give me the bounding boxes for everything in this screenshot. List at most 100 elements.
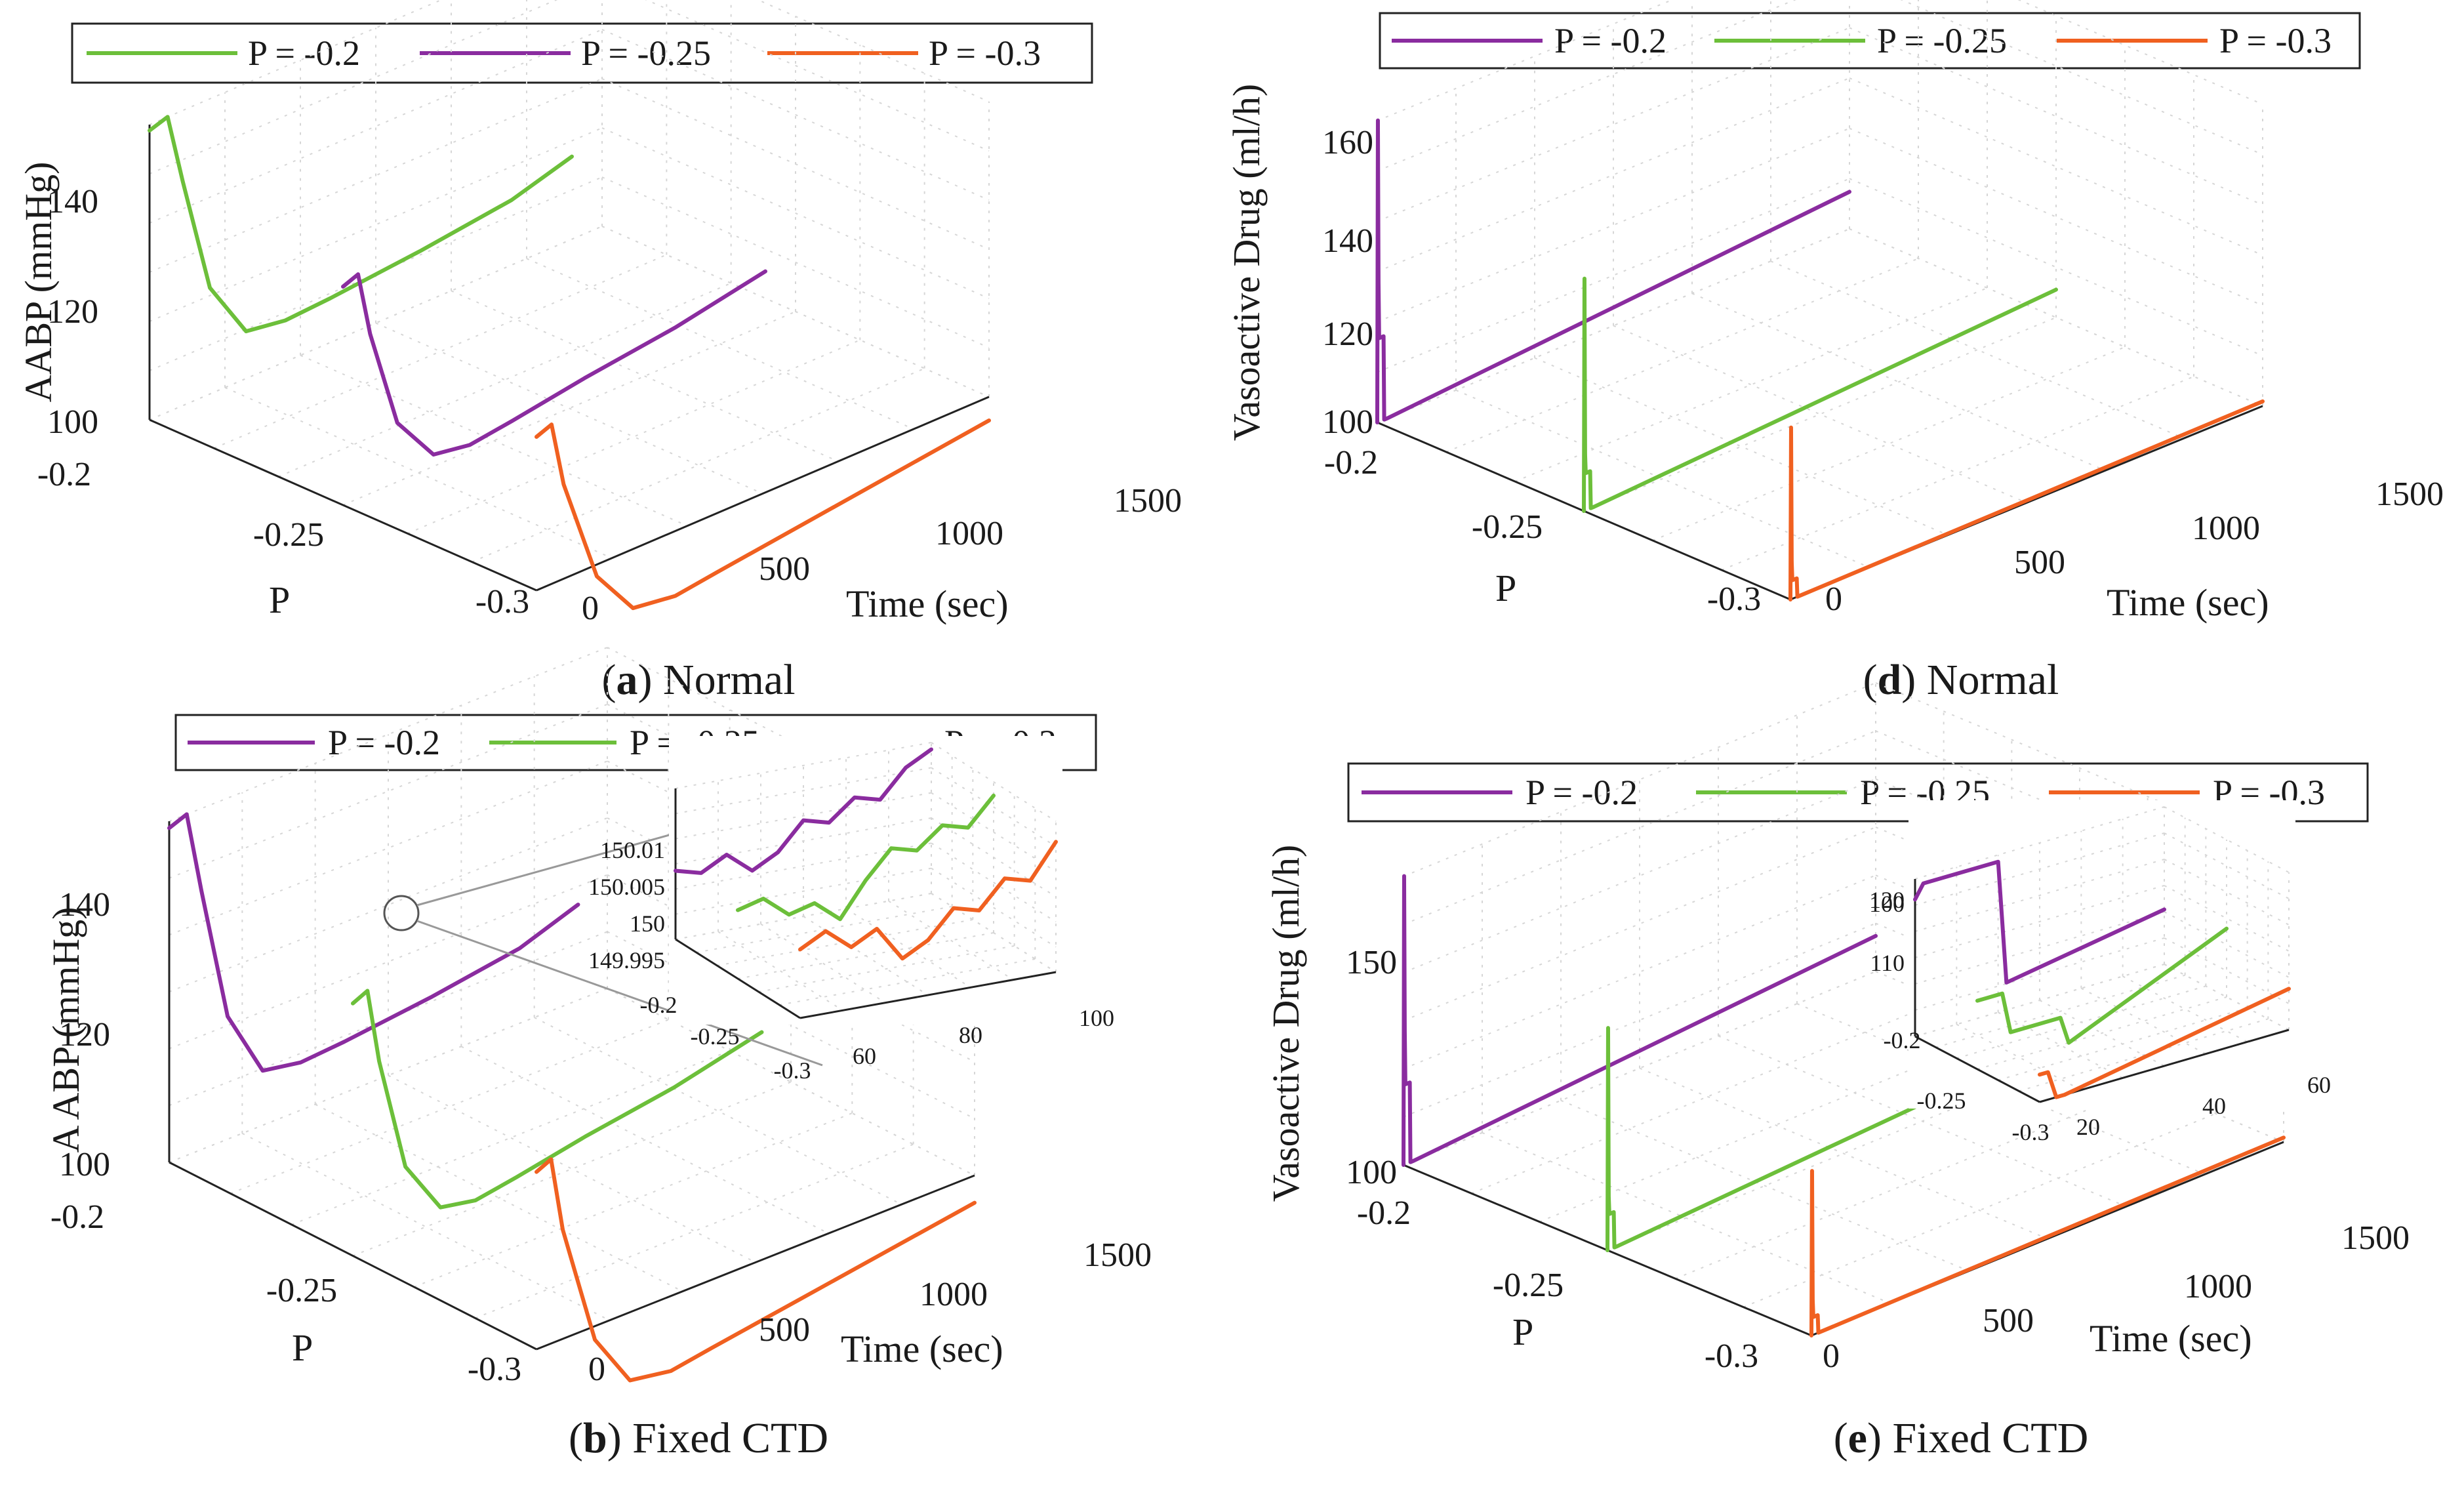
d-ytick-100: 100 <box>1322 403 1373 441</box>
b-inset-grid-floor-p <box>931 893 1057 973</box>
b-inset-xtick-2: 80 <box>959 1022 982 1048</box>
panel-e: P = -0.2 P = -0.25 P = -0.3 100 150 Vaso… <box>1264 682 2410 1462</box>
b-zoom-circle <box>383 895 420 931</box>
series-e <box>1402 874 2286 1337</box>
a-grid-floor-t <box>278 282 732 478</box>
d-xtick-1500: 1500 <box>2375 476 2444 513</box>
a-grid-floor-p <box>224 386 613 559</box>
e-grid-back-h <box>1403 922 1876 1118</box>
legend-a-label-3: P = -0.3 <box>929 33 1041 73</box>
e-grid-floor-t <box>1743 1112 2216 1308</box>
a-series-2 <box>341 269 767 457</box>
d-ptick-1: -0.2 <box>1324 444 1378 481</box>
b-ptick-1: -0.2 <box>50 1198 104 1236</box>
b-inset-grid-side-h <box>931 817 1057 897</box>
e-inset-grid-floor-t <box>1998 1007 2248 1081</box>
e-grid-back-h <box>1403 778 1876 973</box>
a-grid-floor-t <box>213 254 667 449</box>
e-xtick-1000: 1000 <box>2184 1268 2252 1305</box>
series-d <box>1375 118 2265 602</box>
d-ytick-160: 160 <box>1322 124 1373 161</box>
e-grid-back-h <box>1403 826 1876 1021</box>
a-t-axis <box>536 396 990 592</box>
d-grid-floor-t <box>1652 346 2126 541</box>
b-inset-t-axis <box>799 971 1057 1019</box>
e-inset-series-3 <box>2038 987 2291 1099</box>
caption-d-letter: d <box>1878 656 1902 704</box>
caption-e: (e) Fixed CTD <box>1834 1414 2089 1462</box>
b-ytick-100: 100 <box>59 1146 110 1183</box>
b-inset-grid-floor-t <box>696 906 952 953</box>
grid-a <box>148 0 990 592</box>
b-inset-ytick-2: 150.005 <box>588 874 665 900</box>
d-series-1 <box>1375 118 1851 424</box>
a-grid-side-h <box>756 0 990 102</box>
e-ptick-3: -0.3 <box>1705 1337 1758 1375</box>
caption-b-text: Fixed CTD <box>622 1414 828 1462</box>
d-grid-floor-p <box>1534 357 1949 536</box>
b-zoom-line-1 <box>416 833 672 907</box>
b-inset-grid-side-h <box>931 842 1057 923</box>
e-inset-series-1 <box>1913 859 2166 985</box>
d-grid-floor-p <box>1613 325 2027 504</box>
d-plabel: P <box>1495 567 1516 609</box>
b-inset-grid-floor-p <box>760 923 886 1004</box>
a-xlabel: Time (sec) <box>846 582 1009 625</box>
d-grid-floor-t <box>1514 287 1988 482</box>
b-plabel: P <box>292 1326 313 1369</box>
a-ptick-1: -0.2 <box>37 456 91 493</box>
b-ptick-3: -0.3 <box>468 1351 521 1388</box>
d-grid-back-h <box>1377 127 1850 323</box>
d-ytick-120: 120 <box>1322 316 1373 353</box>
a-series-3 <box>535 418 991 611</box>
b-t-axis <box>536 1174 975 1351</box>
e-inset-xtick-1: 20 <box>2076 1114 2100 1140</box>
b-inset-xtick-1: 60 <box>853 1043 876 1069</box>
b-p-axis <box>169 1161 537 1351</box>
a-grid-floor-t <box>407 339 860 535</box>
d-grid-back-h <box>1377 0 1796 172</box>
b-inset-grid-back-h <box>675 817 932 865</box>
a-ptick-2: -0.25 <box>253 516 324 554</box>
a-xtick-1000: 1000 <box>935 515 1003 552</box>
grid-b <box>168 647 975 1351</box>
series-a <box>148 115 991 611</box>
b-inset-grid-side-h <box>931 867 1057 948</box>
d-grid-back-h <box>1377 178 1850 373</box>
d-xtick-500: 500 <box>2014 544 2065 581</box>
d-series-2 <box>1582 276 2058 513</box>
b-inset-grid-back-h <box>675 767 932 815</box>
e-inset-ytick-3: 120 <box>1869 887 1905 913</box>
legend-b-label-1: P = -0.2 <box>328 723 440 762</box>
e-grid-back-h <box>1403 874 1876 1070</box>
b-inset-grid-back-h <box>675 842 932 890</box>
e-inset-t-axis <box>2039 1029 2290 1103</box>
b-inset-grid-back-h <box>675 792 932 840</box>
a-grid-side-h <box>601 29 990 201</box>
e-inset-ytick-2: 110 <box>1870 950 1905 976</box>
caption-e-text: Fixed CTD <box>1882 1414 2088 1462</box>
b-ytick-140: 140 <box>59 886 110 924</box>
d-grid-back-h <box>1377 77 1850 272</box>
caption-a: (a) Normal <box>601 656 795 704</box>
b-inset-ptick-3: -0.3 <box>774 1057 811 1084</box>
e-grid-floor-t <box>1539 1027 2012 1223</box>
e-inset-p-axis <box>1914 1035 2040 1103</box>
e-inset-ptick-2: -0.25 <box>1917 1088 1966 1114</box>
e-inset-grid-back-h <box>1914 937 2165 1011</box>
d-grid-side-h <box>1849 127 2263 306</box>
b-series-3 <box>535 1157 977 1383</box>
b-xtick-500: 500 <box>759 1311 810 1349</box>
e-grid-floor-t <box>1607 1056 2080 1251</box>
b-zoom-line-2 <box>416 920 823 1067</box>
b-xlabel: Time (sec) <box>841 1328 1003 1370</box>
legend-d-label-2: P = -0.25 <box>1877 21 2007 60</box>
legend-d-label-1: P = -0.2 <box>1554 21 1666 60</box>
e-inset-grid-floor-t <box>1935 974 2185 1048</box>
b-inset-grid-back-h <box>675 867 932 915</box>
a-grid-side-h <box>601 127 990 299</box>
e-xlabel: Time (sec) <box>2090 1317 2252 1360</box>
b-inset-p-axis <box>675 938 801 1019</box>
d-grid-floor-p <box>1849 228 2263 407</box>
